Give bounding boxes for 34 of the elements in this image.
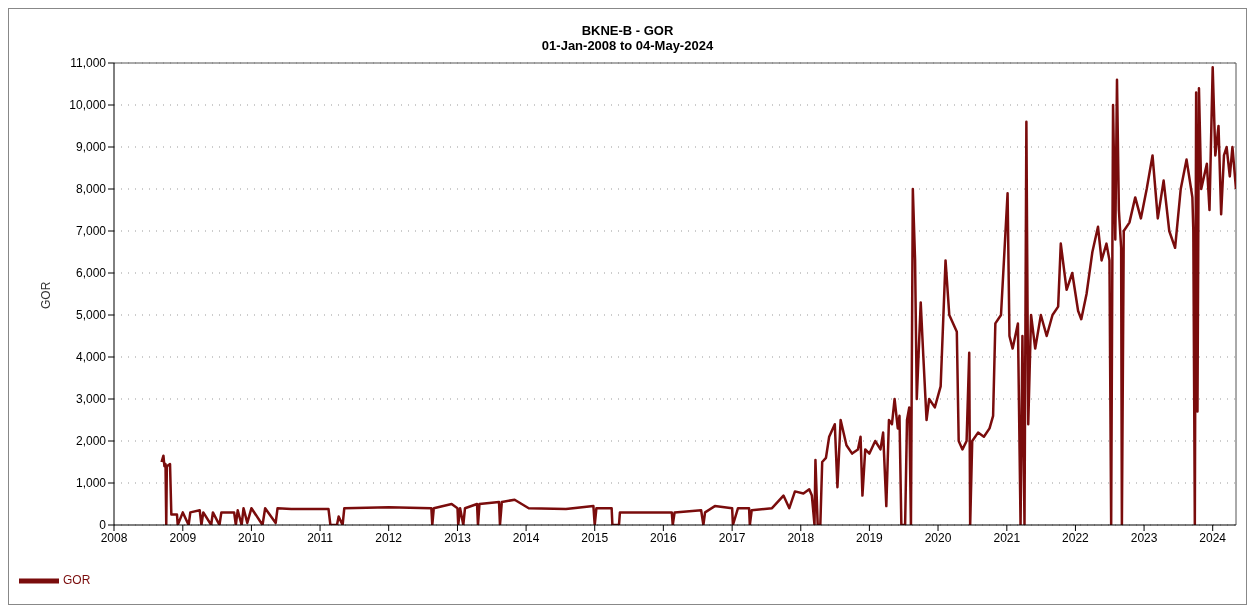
- y-tick-label: 1,000: [75, 476, 107, 491]
- x-tick-label: 2012: [375, 530, 403, 545]
- x-tick-label: 2024: [1199, 530, 1227, 545]
- y-tick-label: 11,000: [70, 56, 107, 71]
- x-tick-label: 2021: [993, 530, 1021, 545]
- x-tick-label: 2010: [238, 530, 266, 545]
- y-tick-label: 2,000: [75, 434, 107, 449]
- x-tick-label: 2015: [581, 530, 609, 545]
- y-tick-label: 4,000: [75, 350, 107, 365]
- x-tick-label: 2019: [856, 530, 884, 545]
- x-tick-label: 2008: [100, 530, 128, 545]
- x-tick-label: 2013: [444, 530, 472, 545]
- y-tick-label: 5,000: [75, 308, 107, 323]
- x-tick-label: 2017: [718, 530, 746, 545]
- y-tick-label: 8,000: [75, 182, 107, 197]
- y-tick-label: 0: [99, 518, 107, 533]
- chart-subtitle: 01-Jan-2008 to 04-May-2024: [540, 38, 715, 53]
- y-axis-title: GOR: [39, 281, 53, 309]
- y-tick-label: 3,000: [75, 392, 107, 407]
- x-tick-label: 2016: [649, 530, 678, 545]
- y-tick-label: 10,000: [69, 98, 107, 113]
- x-tick-label: 2022: [1062, 530, 1090, 545]
- chart-title: BKNE-B - GOR: [580, 23, 675, 38]
- x-tick-label: 2009: [169, 530, 197, 545]
- x-tick-label: 2018: [787, 530, 815, 545]
- line-series: [160, 65, 1236, 525]
- x-tick-label: 2014: [512, 530, 540, 545]
- x-tick-label: 2011: [307, 530, 334, 545]
- y-tick-label: 7,000: [75, 224, 107, 239]
- x-tick-label: 2023: [1130, 530, 1158, 545]
- legend-label: GOR: [63, 573, 91, 588]
- x-tick-label: 2020: [924, 530, 952, 545]
- y-tick-label: 6,000: [75, 266, 107, 281]
- y-tick-label: 9,000: [75, 140, 107, 155]
